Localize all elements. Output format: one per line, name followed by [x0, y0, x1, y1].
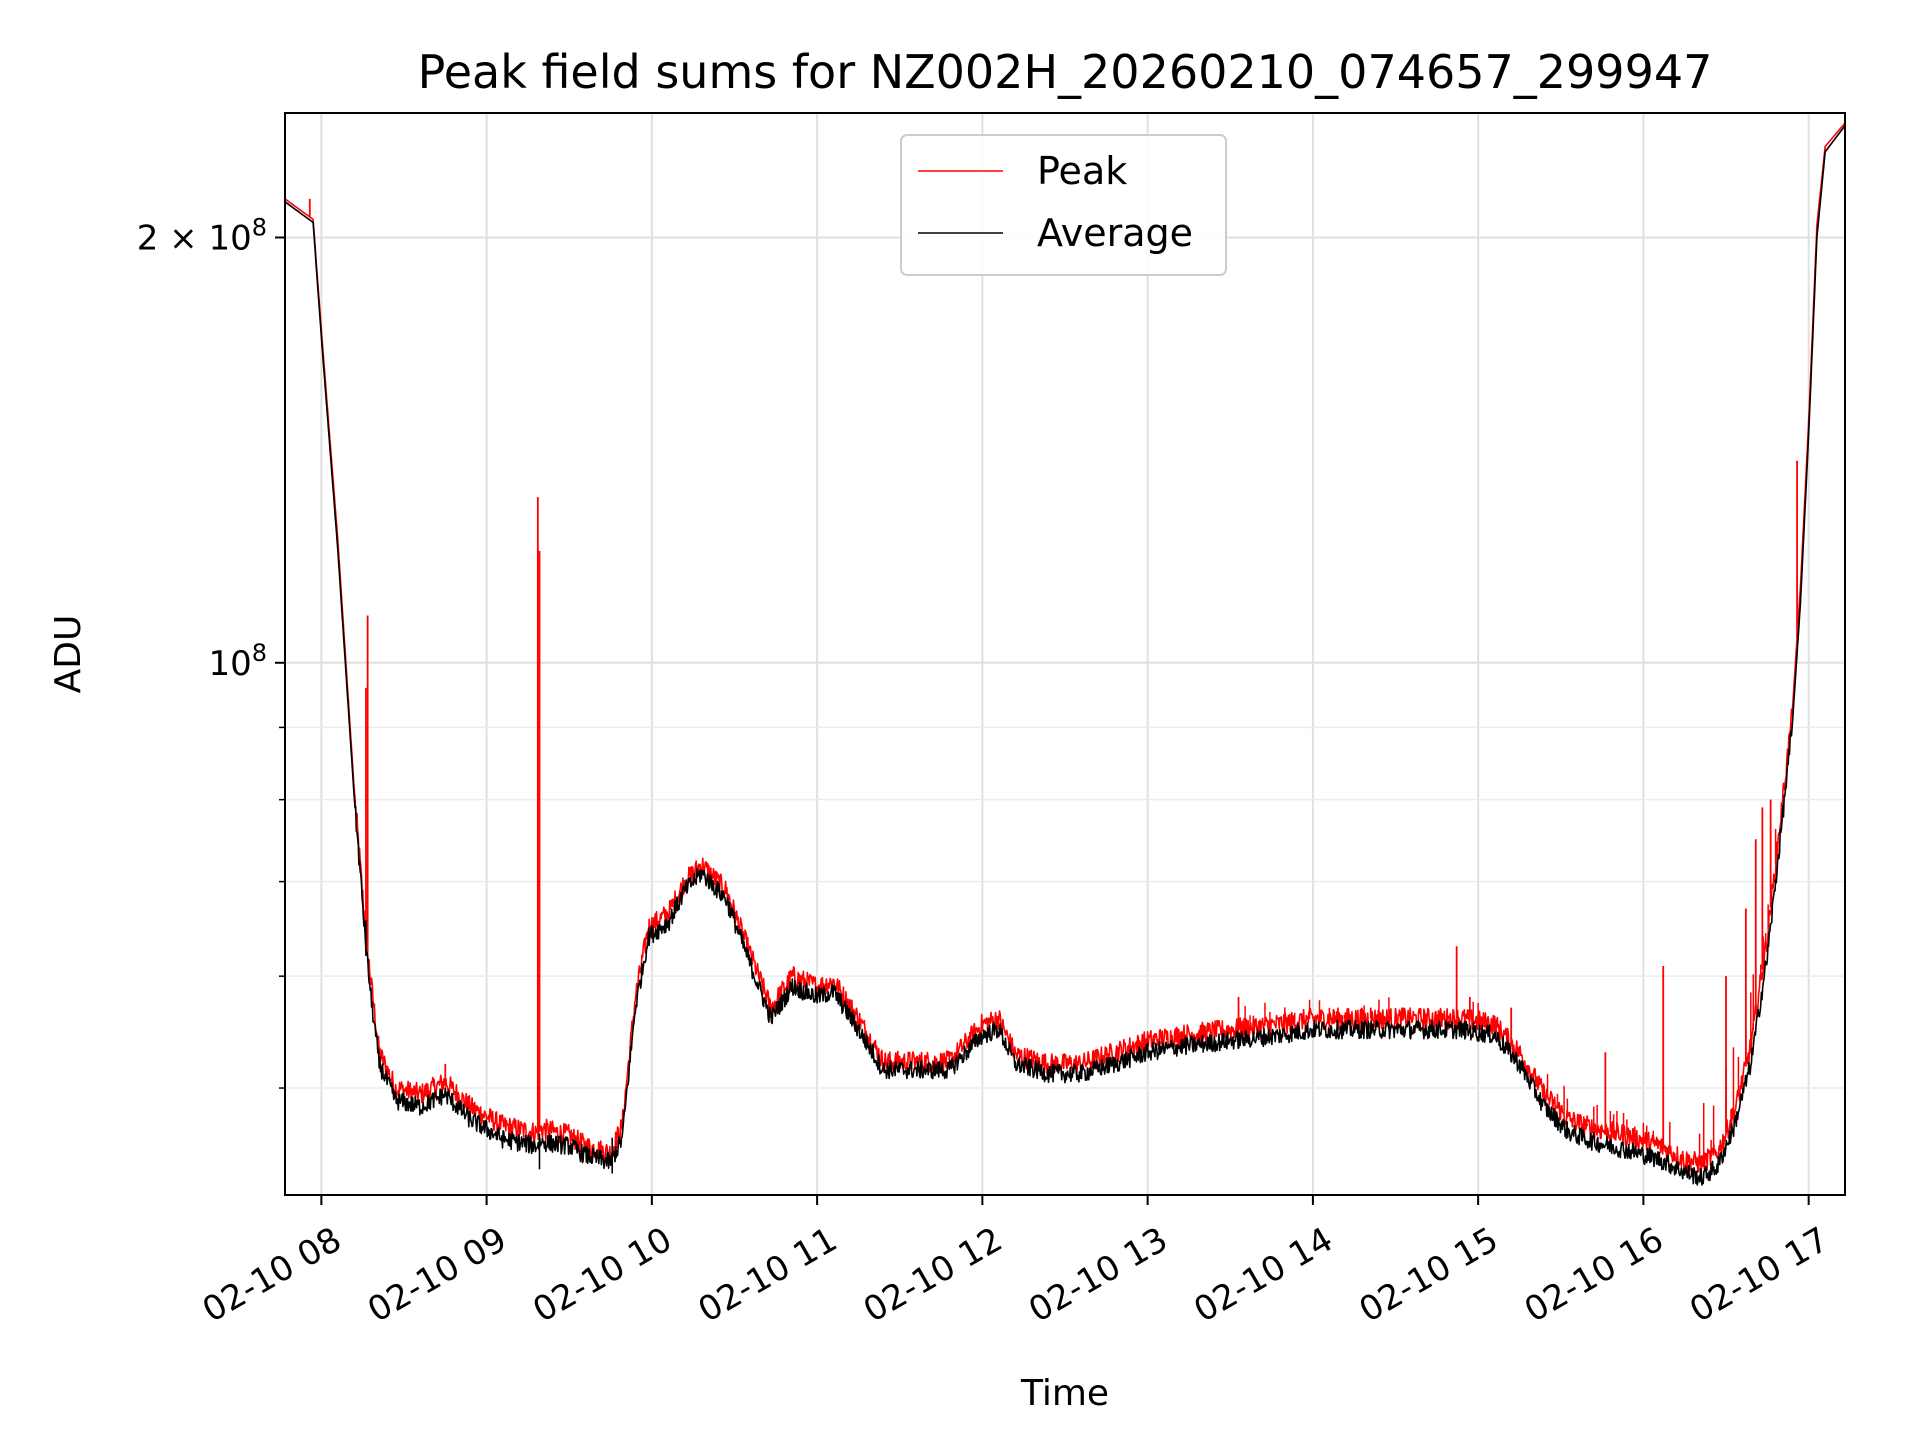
- series-line-average: [284, 125, 1846, 1186]
- y-tick-label: 2 × 108: [137, 214, 267, 259]
- y-axis: 108 2 × 108: [137, 214, 285, 1089]
- chart-title: Peak field sums for NZ002H_20260210_0746…: [418, 45, 1713, 99]
- y-axis-label: ADU: [48, 615, 89, 694]
- legend-box: [900, 134, 1227, 276]
- series-line-peak: [284, 122, 1846, 1174]
- y-tick-label: 108: [208, 639, 267, 684]
- series-layer: [284, 122, 1846, 1186]
- legend-average-label: Average: [1037, 211, 1193, 255]
- legend: Peak Average: [900, 134, 1227, 276]
- legend-peak-label: Peak: [1037, 149, 1127, 193]
- plot-frame: [284, 112, 1846, 1196]
- x-axis-label: Time: [1020, 1373, 1109, 1414]
- grid-lines: [285, 113, 1845, 1195]
